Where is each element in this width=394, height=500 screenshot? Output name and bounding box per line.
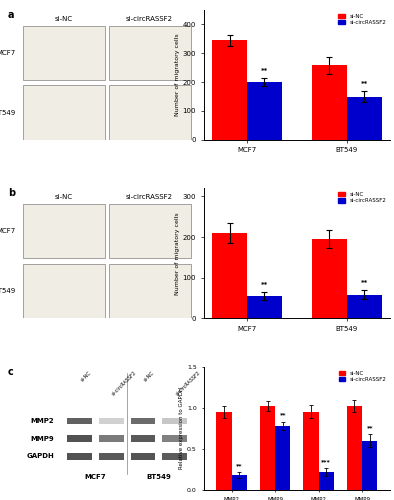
Bar [362,440,377,490]
Text: **: ** [361,280,368,286]
Bar [99,436,124,442]
Bar [109,264,191,318]
Bar [67,436,92,442]
Bar [99,418,124,424]
Y-axis label: Relative expression to GAPDH: Relative expression to GAPDH [179,388,184,469]
Text: BT549: BT549 [0,110,15,116]
Bar [319,472,334,490]
Bar [260,406,275,490]
Bar [67,418,92,424]
Text: **: ** [361,82,368,87]
Text: si-NC: si-NC [55,16,73,22]
Text: b: b [8,188,15,198]
Bar [109,26,191,80]
Text: si-NC: si-NC [55,194,73,200]
Text: **: ** [236,463,243,468]
Bar [347,96,381,140]
Text: **: ** [366,425,373,430]
Text: a: a [8,10,14,20]
Text: si-circRASSF2: si-circRASSF2 [175,370,201,397]
Bar [131,436,155,442]
Legend: si-NC, si-circRASSF2: si-NC, si-circRASSF2 [337,13,387,26]
Bar [23,26,105,80]
Bar [162,453,187,460]
Text: si-circRASSF2: si-circRASSF2 [126,194,173,200]
Legend: si-NC, si-circRASSF2: si-NC, si-circRASSF2 [337,191,387,204]
Bar [312,66,347,140]
Bar [109,86,191,140]
Bar [303,412,319,490]
Text: MCF7: MCF7 [0,50,15,56]
Text: si-circRASSF2: si-circRASSF2 [126,16,173,22]
Bar [275,426,290,490]
Y-axis label: Number of migratory cells: Number of migratory cells [175,34,180,116]
Bar [67,453,92,460]
Bar [162,418,187,424]
Text: si-NC: si-NC [143,370,156,383]
Text: **: ** [261,68,268,74]
Text: MCF7: MCF7 [0,228,15,234]
Text: MMP2: MMP2 [31,418,54,424]
Bar [312,239,347,318]
Bar [247,296,282,318]
Text: BT549: BT549 [0,288,15,294]
Bar [23,204,105,258]
Text: c: c [8,366,14,376]
Legend: si-NC, si-circRASSF2: si-NC, si-circRASSF2 [338,370,387,383]
Bar [347,294,381,318]
Text: si-circRASSF2: si-circRASSF2 [112,370,138,397]
Text: BT549: BT549 [147,474,171,480]
Bar [212,40,247,140]
Bar [23,86,105,140]
Text: ***: *** [321,458,331,464]
Text: GAPDH: GAPDH [27,454,54,460]
Y-axis label: Number of migratory cells: Number of migratory cells [175,212,180,294]
Bar [162,436,187,442]
Bar [247,82,282,140]
Bar [99,453,124,460]
Text: MCF7: MCF7 [85,474,106,480]
Text: **: ** [261,282,268,288]
Bar [23,264,105,318]
Bar [212,233,247,318]
Bar [131,418,155,424]
Text: **: ** [279,412,286,418]
Bar [131,453,155,460]
Bar [347,406,362,490]
Bar [109,204,191,258]
Text: si-NC: si-NC [80,370,92,383]
Bar [232,475,247,490]
Bar [216,412,232,490]
Text: MMP9: MMP9 [31,436,54,442]
